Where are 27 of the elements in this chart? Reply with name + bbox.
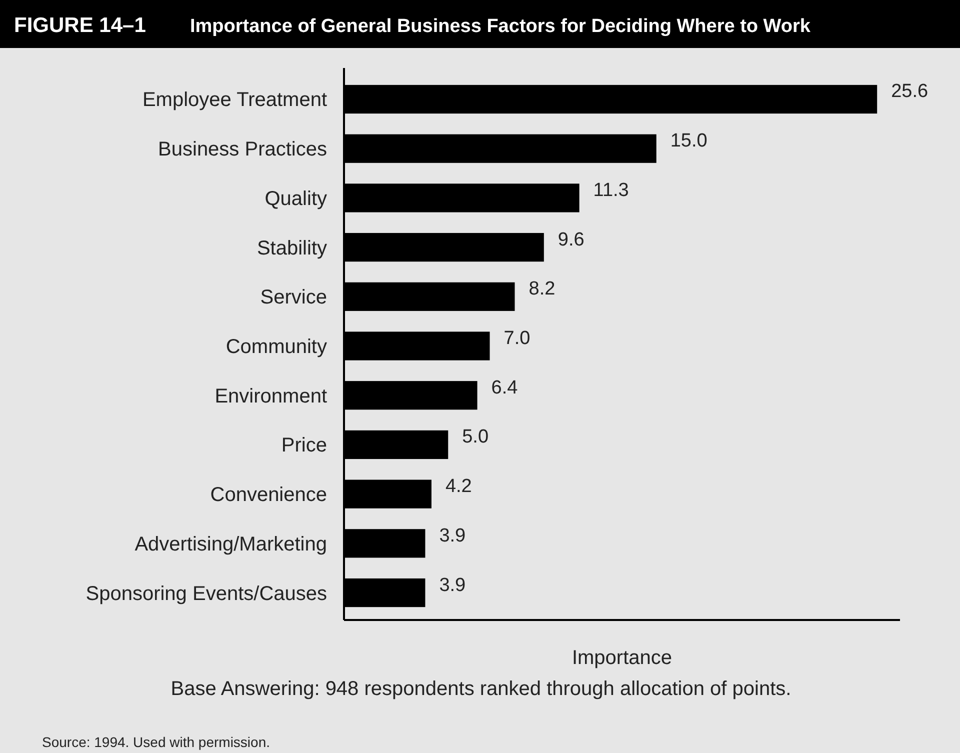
y-tick-label: Quality — [264, 188, 327, 210]
y-tick-label: Employee Treatment — [142, 89, 328, 112]
y-tick-label: Convenience — [210, 484, 327, 506]
data-label: 9.6 — [558, 229, 584, 250]
y-tick-label: Environment — [214, 385, 328, 408]
data-label: 7.0 — [504, 328, 530, 349]
data-label: 11.3 — [593, 180, 629, 201]
data-label: 8.2 — [528, 278, 556, 300]
data-label: 5.0 — [462, 426, 489, 448]
y-tick-label: Stability — [256, 237, 327, 260]
y-tick-label: Community — [226, 336, 327, 358]
data-label: 15.0 — [670, 130, 708, 152]
y-tick-label: Advertising/Marketing — [134, 533, 327, 556]
data-label: 3.9 — [439, 525, 466, 546]
data-label: 3.9 — [439, 574, 466, 596]
y-tick-label: Service — [260, 286, 327, 309]
y-tick-label: Price — [281, 434, 327, 457]
source-note: Source: 1994. Used with permission. — [42, 734, 270, 750]
text: FIGURE 14–1 — [14, 14, 146, 37]
data-label: 6.4 — [491, 377, 518, 398]
chart-subtitle: Importance of General Business Factors for Deciding Where to Work — [190, 16, 811, 37]
text: Base Answering: 948 respondents ranked through allocation of points. — [170, 678, 792, 700]
y-tick-label: Business Practices — [158, 138, 327, 161]
y-tick-label: Sponsoring Events/Causes — [86, 582, 327, 605]
data-label: 25.6 — [891, 81, 928, 102]
x-axis-title: Importance — [572, 647, 672, 669]
data-label: 4.2 — [445, 476, 472, 498]
